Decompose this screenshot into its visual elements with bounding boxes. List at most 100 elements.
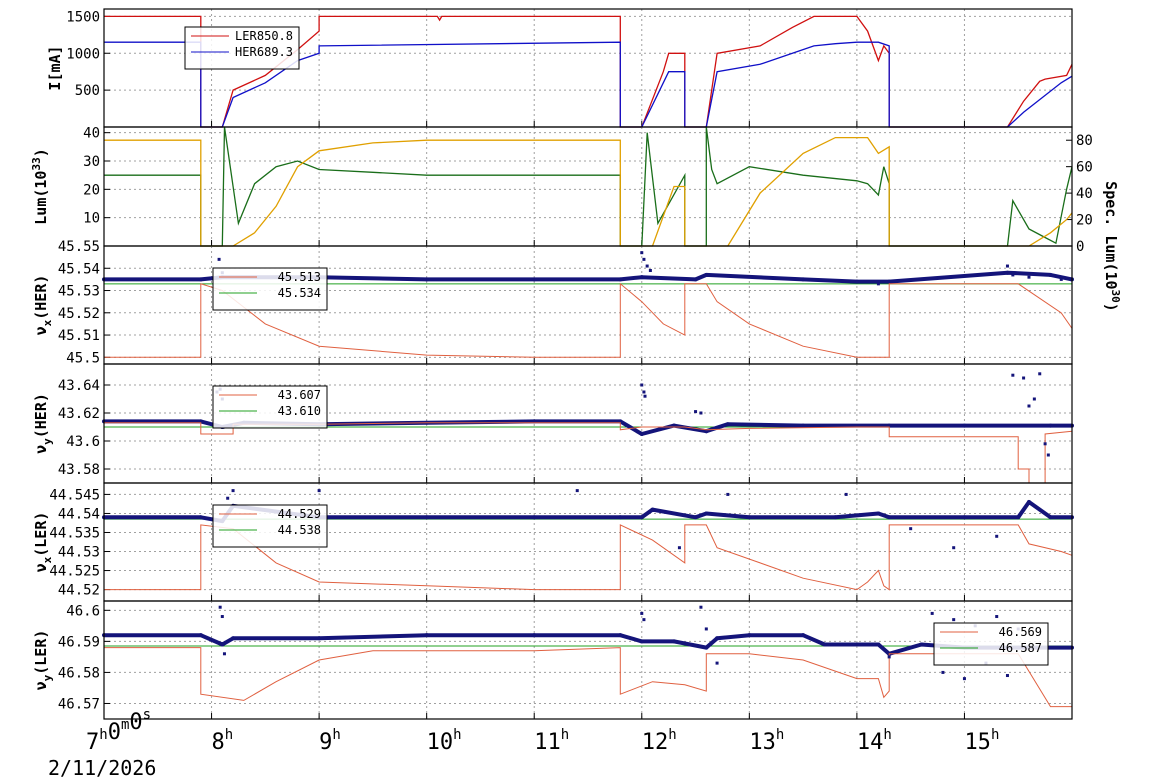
panel-6: 46.57 46.58 46.59 46.6 46.569 46.587 νy(LER) <box>32 600 1074 720</box>
y-tick-label: 46.6 <box>66 603 100 619</box>
y-tick-label: 46.57 <box>58 696 100 712</box>
scatter-point <box>1043 442 1047 446</box>
data-point <box>747 633 752 638</box>
y-tick-label: 43.58 <box>58 462 100 478</box>
legend-box <box>212 504 328 548</box>
legend: 43.607 43.610 <box>212 385 328 429</box>
scatter-point <box>640 383 644 387</box>
series-spec-lum <box>104 136 1073 247</box>
x-tick-label: 11h <box>534 727 569 755</box>
y-tick-label: 45.53 <box>58 284 100 300</box>
legend-value: 46.569 <box>999 625 1042 639</box>
panel-frame <box>103 126 1073 247</box>
y-tick-label: 44.525 <box>49 564 100 580</box>
scatter-point <box>699 605 703 609</box>
scatter-point <box>876 282 880 286</box>
data-point <box>704 272 709 277</box>
scatter-point <box>715 661 719 665</box>
legend-value: 46.587 <box>999 641 1042 655</box>
data-point <box>801 633 806 638</box>
data-point <box>887 515 892 520</box>
y-tick-label: 500 <box>75 83 100 99</box>
legend-box <box>184 26 300 70</box>
data-point <box>962 423 967 428</box>
y-tick-label: 10 <box>83 211 100 227</box>
x-tick-label: 9h <box>319 727 341 755</box>
x-tick-label: 12h <box>642 727 677 755</box>
x-tick-label: 15h <box>964 727 999 755</box>
data-point <box>618 277 623 282</box>
date-label: 2/11/2026 <box>48 756 156 780</box>
data-point <box>650 507 655 512</box>
x-tick-label: 7h0m0s <box>86 707 151 755</box>
scatter-point <box>226 496 230 500</box>
scatter-point <box>222 652 226 656</box>
scatter-point <box>952 618 956 622</box>
scatter-point <box>642 618 646 622</box>
legend-value: 45.513 <box>278 270 321 284</box>
scatter-point <box>1038 372 1042 376</box>
x-tick-label: 14h <box>857 727 892 755</box>
scatter-point <box>677 546 681 550</box>
y-tick-label: 45.5 <box>66 350 100 366</box>
y2-tick-label: 0 <box>1076 239 1084 255</box>
y-axis-label: νx(LER) <box>32 512 54 573</box>
data-point <box>220 642 225 647</box>
data-point <box>424 515 429 520</box>
scatter-point <box>1027 404 1031 408</box>
x-axis: 7h0m0s 8h 9h 10h 11h 12h 13h 14h 15h <box>86 707 999 755</box>
scatter-point <box>1046 453 1050 457</box>
scatter-point <box>1011 373 1015 377</box>
data-point <box>639 639 644 644</box>
scatter-point <box>1059 277 1063 281</box>
panel-3: 45.5 45.51 45.52 45.53 45.54 45.55 45.513 45.53… <box>32 239 1074 366</box>
data-point <box>962 515 967 520</box>
y2-tick-label: 20 <box>1076 213 1093 229</box>
y-tick-label: 45.52 <box>58 306 100 322</box>
scatter-point <box>1011 273 1015 277</box>
data-point <box>715 636 720 641</box>
scatter-point <box>231 489 235 493</box>
data-point <box>854 279 859 284</box>
scatter-point <box>844 492 848 496</box>
scatter-point <box>1032 397 1036 401</box>
legend-value: 43.607 <box>278 388 321 402</box>
y-axis-label: νx(HER) <box>32 275 54 336</box>
data-point <box>639 432 644 436</box>
scatter-point <box>640 251 644 255</box>
y-tick-label: 44.545 <box>49 487 100 503</box>
y-tick-label: 44.53 <box>58 545 100 561</box>
y-tick-label: 45.51 <box>58 328 100 344</box>
data-point <box>876 511 881 516</box>
scatter-point <box>941 670 945 674</box>
data-point <box>704 511 709 516</box>
x-tick-label: 13h <box>749 727 784 755</box>
data-point <box>876 642 881 647</box>
data-point <box>693 277 698 282</box>
y-tick-label: 46.58 <box>58 665 100 681</box>
data-point <box>1048 423 1053 428</box>
legend: 46.569 46.587 <box>933 622 1049 666</box>
scatter-point <box>575 489 579 493</box>
data-point <box>1026 500 1031 505</box>
data-point <box>618 515 623 520</box>
scatter-point <box>645 264 649 268</box>
legend: 45.513 45.534 <box>212 267 328 311</box>
scatter-point <box>1043 273 1047 277</box>
data-point <box>639 275 644 280</box>
y-tick-label: 1500 <box>66 9 100 25</box>
data-point <box>532 277 537 282</box>
data-point <box>1005 270 1010 275</box>
scatter-point <box>642 257 646 261</box>
data-point <box>198 633 203 638</box>
data-point <box>618 633 623 638</box>
scatter-point <box>726 492 730 496</box>
x-tick-label: 10h <box>427 727 462 755</box>
legend-label: HER <box>235 45 257 59</box>
scatter-point <box>1005 674 1009 678</box>
scatter-point <box>640 611 644 615</box>
